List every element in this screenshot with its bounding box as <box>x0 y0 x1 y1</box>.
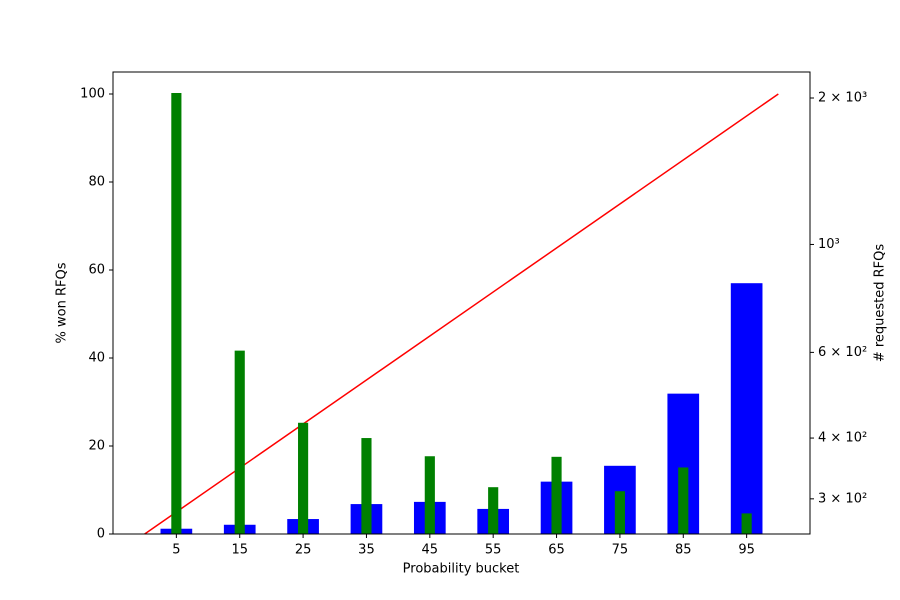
x-tick-label: 45 <box>422 543 439 558</box>
y-tick-label: 0 <box>97 527 105 542</box>
y2-tick-label: 4 × 10² <box>818 431 867 446</box>
x-tick-label: 25 <box>295 543 312 558</box>
y2-axis-label: # requested RFQs <box>873 244 888 363</box>
plot-frame <box>112 71 811 535</box>
bar <box>488 487 499 534</box>
y-tick-label: 40 <box>88 351 105 366</box>
x-axis-label: Probability bucket <box>403 562 520 577</box>
bar <box>551 456 562 534</box>
y2-tick-label: 10³ <box>818 237 840 252</box>
y-tick-label: 100 <box>80 87 105 102</box>
y-tick-label: 80 <box>88 175 105 190</box>
bar <box>614 491 625 534</box>
bar <box>298 422 309 534</box>
y2-tick-label: 2 × 10³ <box>818 91 867 106</box>
x-tick-label: 85 <box>675 543 692 558</box>
bar <box>424 456 435 534</box>
y-axis-label: % won RFQs <box>55 262 70 343</box>
bar <box>234 350 245 534</box>
x-tick-label: 75 <box>612 543 629 558</box>
x-tick-label: 55 <box>485 543 502 558</box>
x-tick-label: 35 <box>358 543 375 558</box>
line <box>144 93 779 535</box>
y-tick-label: 20 <box>88 439 105 454</box>
bar <box>171 92 182 534</box>
bar <box>678 467 689 534</box>
y2-tick-label: 6 × 10² <box>818 345 867 360</box>
x-tick-label: 15 <box>231 543 248 558</box>
x-tick-label: 95 <box>738 543 755 558</box>
y-tick-label: 60 <box>88 263 105 278</box>
x-tick-label: 65 <box>548 543 565 558</box>
bar <box>741 513 752 534</box>
y2-tick-label: 3 × 10² <box>818 491 867 506</box>
bar <box>361 438 372 534</box>
x-tick-label: 5 <box>172 543 180 558</box>
bar <box>730 283 763 534</box>
